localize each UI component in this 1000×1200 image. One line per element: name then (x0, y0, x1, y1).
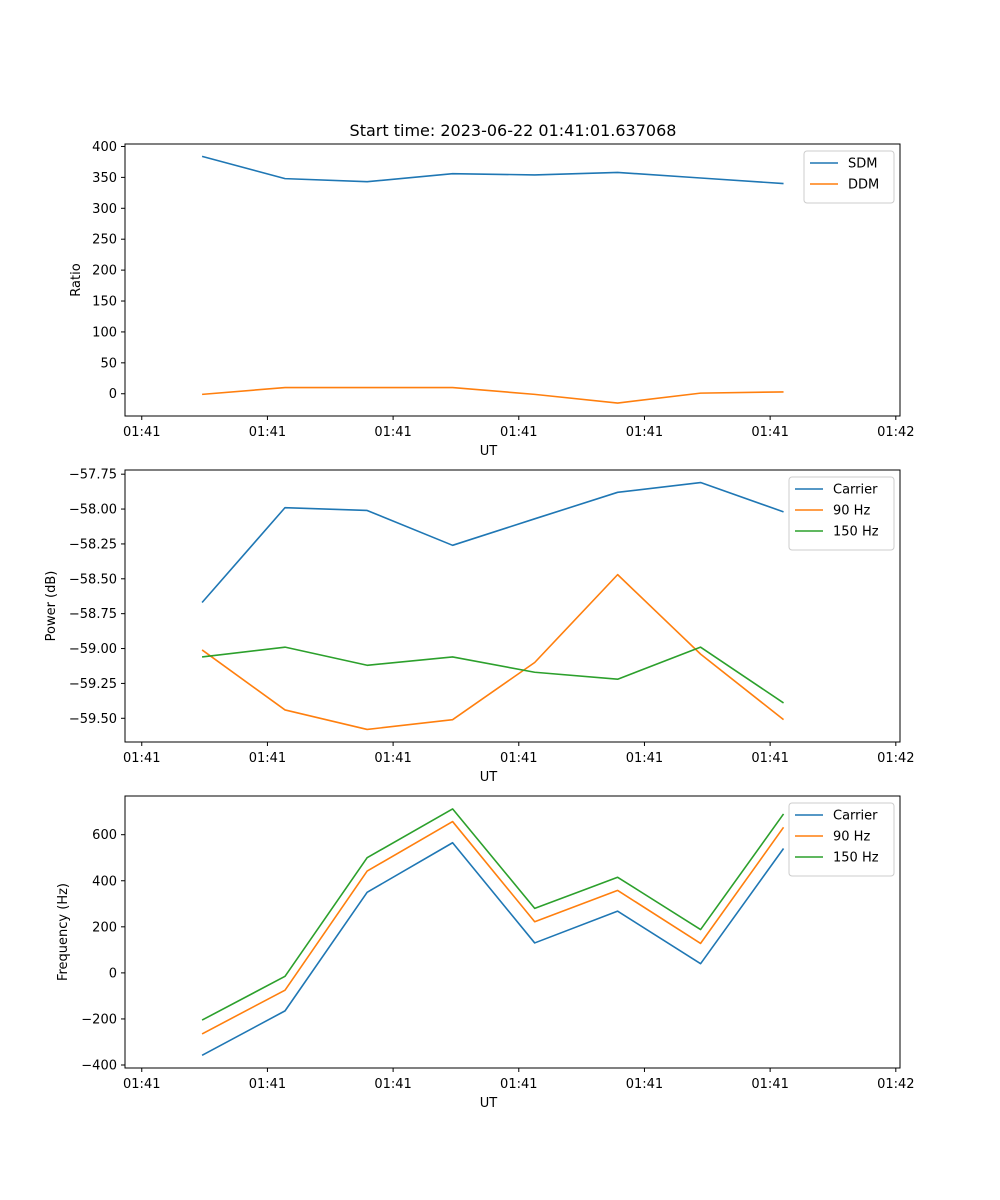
x-tick-label: 01:42 (877, 1077, 914, 1092)
legend-label: Carrier (833, 809, 878, 824)
subplot-ratio: 0 50 100 150 200 250 300 350 400 01:41 01:41 01:41 0… (69, 140, 915, 459)
axes-frame (124, 143, 901, 417)
y-tick-label: 0 (109, 387, 117, 402)
y-axis-label: Power (dB) (44, 571, 59, 642)
y-tick-label: −58.00 (69, 503, 117, 518)
x-tick-label: 01:41 (374, 751, 411, 766)
y-tick-label: 100 (92, 325, 117, 340)
y-tick-label: 50 (100, 356, 117, 371)
x-tick-label: 01:41 (751, 751, 788, 766)
legend-box (803, 150, 895, 204)
figure-title: Start time: 2023-06-22 01:41:01.637068 (350, 121, 677, 140)
legend-label: 90 Hz (833, 830, 870, 845)
legend-label: 150 Hz (833, 525, 879, 540)
y-tick-label: 200 (92, 264, 117, 279)
y-tick-label: −58.50 (69, 572, 117, 587)
y-tick-label: 200 (92, 920, 117, 935)
y-tick-label: 300 (92, 202, 117, 217)
x-tick-label: 01:41 (249, 425, 286, 440)
y-tick-label: 600 (92, 828, 117, 843)
x-tick-label: 01:41 (500, 751, 537, 766)
x-tick-label: 01:41 (123, 1077, 160, 1092)
y-tick-label: −200 (81, 1012, 117, 1027)
axes-frame (124, 795, 901, 1069)
x-axis-label: UT (480, 1096, 498, 1111)
y-tick-label: −57.75 (69, 468, 117, 483)
x-tick-label: 01:41 (626, 1077, 663, 1092)
x-tick-label: 01:41 (249, 751, 286, 766)
legend-label: 90 Hz (833, 504, 870, 519)
y-tick-label: −59.00 (69, 642, 117, 657)
y-tick-label: −58.75 (69, 607, 117, 622)
series-line-150-hz (201, 646, 784, 704)
y-axis-label: Ratio (69, 263, 84, 296)
subplot-frequency: −400 −200 0 200 400 600 01:41 01:41 01:41 01:41 01… (56, 795, 915, 1111)
y-tick-label: 350 (92, 171, 117, 186)
axes-frame (124, 469, 901, 743)
legend-label: DDM (848, 178, 879, 193)
x-tick-label: 01:41 (751, 425, 788, 440)
x-tick-label: 01:41 (374, 1077, 411, 1092)
x-tick-label: 01:41 (500, 425, 537, 440)
y-axis-label: Frequency (Hz) (56, 883, 71, 981)
series-line-90-hz (201, 573, 785, 731)
y-tick-label: −59.25 (69, 677, 117, 692)
y-tick-label: 250 (92, 233, 117, 248)
y-tick-label: −59.50 (69, 712, 117, 727)
series-line-sdm (201, 155, 784, 185)
y-tick-label: 150 (92, 295, 117, 310)
series-line-carrier (201, 481, 784, 604)
y-tick-label: 400 (92, 140, 117, 155)
x-tick-label: 01:42 (877, 425, 914, 440)
series-line-ddm (202, 386, 784, 404)
legend-label: SDM (848, 157, 877, 172)
legend-label: Carrier (833, 483, 878, 498)
legend: SDM DDM (803, 150, 895, 204)
x-axis-label: UT (480, 444, 498, 459)
x-tick-label: 01:41 (123, 751, 160, 766)
x-axis-label: UT (480, 770, 498, 785)
y-tick-label: 0 (109, 966, 117, 981)
x-tick-label: 01:41 (500, 1077, 537, 1092)
x-tick-label: 01:41 (374, 425, 411, 440)
y-tick-label: −400 (81, 1059, 117, 1074)
series-line-90-hz (201, 820, 785, 1035)
legend: Carrier 90 Hz 150 Hz (788, 802, 895, 877)
series-line-carrier (201, 841, 785, 1057)
y-tick-label: 400 (92, 874, 117, 889)
legend-label: 150 Hz (833, 851, 879, 866)
x-tick-label: 01:41 (123, 425, 160, 440)
x-tick-label: 01:41 (751, 1077, 788, 1092)
legend: Carrier 90 Hz 150 Hz (788, 476, 895, 551)
x-tick-label: 01:41 (626, 751, 663, 766)
x-tick-label: 01:41 (626, 425, 663, 440)
subplot-power: −59.50 −59.25 −59.00 −58.75 −58.50 −58.25 −58.… (44, 468, 915, 785)
series-line-150-hz (201, 808, 785, 1021)
y-tick-label: −58.25 (69, 537, 117, 552)
x-tick-label: 01:42 (877, 751, 914, 766)
x-tick-label: 01:41 (249, 1077, 286, 1092)
